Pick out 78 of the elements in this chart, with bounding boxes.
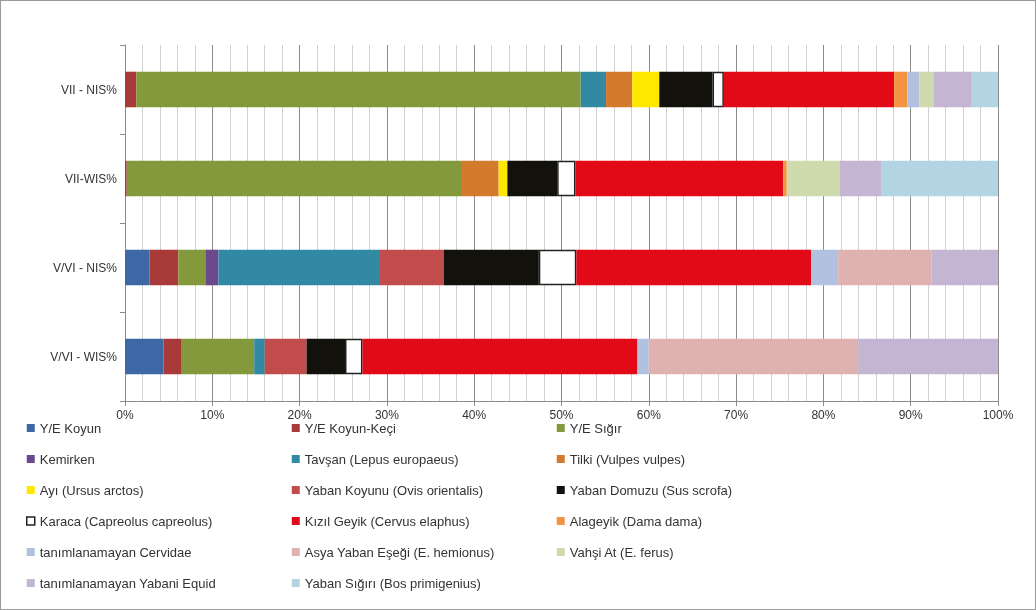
bar bbox=[498, 160, 508, 197]
legend-label: tanımlanamayan Yabani Equid bbox=[39, 575, 216, 591]
bar bbox=[379, 249, 444, 286]
bar bbox=[345, 338, 363, 375]
bar bbox=[931, 249, 998, 286]
x-tick-label: 10% bbox=[200, 408, 225, 422]
x-tick-label: 70% bbox=[724, 408, 749, 422]
bar bbox=[712, 71, 724, 108]
legend-label: Asya Yaban Eşeği (E. hemionus) bbox=[304, 544, 495, 560]
legend-label: Karaca (Capreolus capreolus) bbox=[39, 513, 213, 529]
bar bbox=[648, 338, 859, 375]
bar bbox=[894, 71, 908, 108]
bar bbox=[461, 160, 499, 197]
bar bbox=[149, 249, 179, 286]
x-tick-label: 40% bbox=[462, 408, 487, 422]
legend-label: tanımlanamayan Cervidae bbox=[39, 544, 192, 560]
legend-label: Yaban Sığırı (Bos primigenius) bbox=[304, 575, 481, 591]
bar bbox=[811, 249, 839, 286]
bar bbox=[178, 249, 206, 286]
bar bbox=[971, 71, 998, 108]
y-tick-label: VII - NIS% bbox=[60, 82, 118, 97]
bar bbox=[205, 249, 219, 286]
bar bbox=[637, 338, 649, 375]
legend-label: Alageyik (Dama dama) bbox=[569, 513, 702, 529]
bar bbox=[659, 71, 713, 108]
bar bbox=[783, 160, 787, 197]
bar bbox=[538, 249, 577, 286]
x-tick-label: 80% bbox=[811, 408, 836, 422]
bar bbox=[723, 71, 895, 108]
bar bbox=[919, 71, 934, 108]
legend-label: Y/E Koyun-Keçi bbox=[304, 420, 396, 436]
bar bbox=[125, 71, 137, 108]
legend-label: Kemirken bbox=[39, 451, 95, 467]
bar bbox=[443, 249, 539, 286]
bar bbox=[163, 338, 182, 375]
legend-label: Yaban Koyunu (Ovis orientalis) bbox=[304, 482, 483, 498]
bar bbox=[606, 71, 633, 108]
legend-label: Ayı (Ursus arctos) bbox=[39, 482, 144, 498]
x-tick-label: 50% bbox=[549, 408, 574, 422]
x-tick-label: 30% bbox=[374, 408, 400, 422]
legend-label: Yaban Domuzu (Sus scrofa) bbox=[569, 482, 733, 498]
legend-label: Vahşi At (E. ferus) bbox=[569, 544, 674, 560]
bar bbox=[933, 71, 972, 108]
bar bbox=[575, 160, 784, 197]
bar bbox=[580, 71, 607, 108]
x-tick-label: 20% bbox=[287, 408, 312, 422]
bar bbox=[125, 338, 164, 375]
bar bbox=[125, 249, 150, 286]
bar bbox=[858, 338, 998, 375]
bar bbox=[126, 160, 462, 197]
bar bbox=[838, 249, 932, 286]
legend-label: Y/E Sığır bbox=[569, 420, 623, 436]
x-tick-label: 0% bbox=[116, 408, 134, 422]
bar bbox=[507, 160, 558, 197]
x-tick-label: 90% bbox=[898, 408, 924, 422]
bar bbox=[786, 160, 840, 197]
x-tick-label: 60% bbox=[636, 408, 662, 422]
legend-label: Kızıl Geyik (Cervus elaphus) bbox=[304, 513, 470, 529]
y-tick-label: V/VI - WIS% bbox=[50, 349, 118, 364]
x-tick-label: 100% bbox=[982, 408, 1014, 422]
bar bbox=[362, 338, 638, 375]
bar bbox=[839, 160, 882, 197]
bar bbox=[557, 160, 576, 197]
bar bbox=[136, 71, 581, 108]
bar bbox=[576, 249, 812, 286]
bar bbox=[218, 249, 380, 286]
bar bbox=[181, 338, 255, 375]
legend-label: Tavşan (Lepus europaeus) bbox=[304, 451, 459, 467]
bar bbox=[907, 71, 920, 108]
bar bbox=[306, 338, 345, 375]
bar bbox=[881, 160, 998, 197]
bar bbox=[254, 338, 265, 375]
bar bbox=[632, 71, 660, 108]
y-tick-label: VII-WIS% bbox=[64, 171, 118, 186]
bar bbox=[264, 338, 307, 375]
legend-label: Tilki (Vulpes vulpes) bbox=[569, 451, 686, 467]
y-tick-label: V/VI - NIS% bbox=[52, 260, 118, 275]
legend-label: Y/E Koyun bbox=[39, 420, 102, 436]
